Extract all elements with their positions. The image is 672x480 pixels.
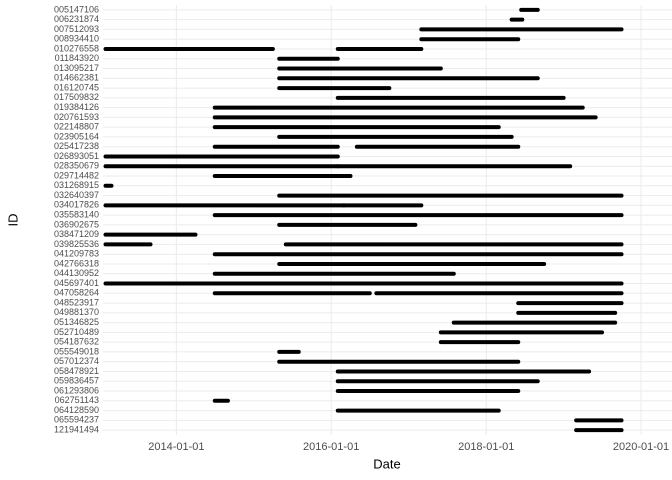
- y-tick-label: 020761593: [54, 112, 99, 122]
- y-tick-label: 065594237: [54, 415, 99, 425]
- y-axis-label: ID: [5, 214, 20, 227]
- y-tick-label: 017509832: [54, 92, 99, 102]
- y-tick-label: 064128590: [54, 405, 99, 415]
- y-tick-label: 051346825: [54, 317, 99, 327]
- y-tick-label: 047058264: [54, 288, 99, 298]
- y-tick-label: 014662381: [54, 73, 99, 83]
- y-tick-label: 049881370: [54, 307, 99, 317]
- y-tick-label: 034017826: [54, 200, 99, 210]
- y-tick-label: 023905164: [54, 131, 99, 141]
- y-tick-label: 035583140: [54, 209, 99, 219]
- y-tick-label: 044130952: [54, 268, 99, 278]
- y-tick-label: 032640397: [54, 190, 99, 200]
- y-tick-label: 057012374: [54, 356, 99, 366]
- y-tick-label: 121941494: [54, 424, 99, 434]
- y-tick-label: 007512093: [54, 24, 99, 34]
- y-tick-label: 028350679: [54, 161, 99, 171]
- y-tick-label: 019384126: [54, 102, 99, 112]
- y-tick-label: 005147106: [54, 4, 99, 14]
- y-tick-label: 059836457: [54, 376, 99, 386]
- y-tick-label: 052710489: [54, 327, 99, 337]
- y-tick-label: 029714482: [54, 170, 99, 180]
- y-tick-label: 026893051: [54, 151, 99, 161]
- y-tick-label: 058478921: [54, 366, 99, 376]
- x-tick-label: 2020-01-01: [613, 441, 669, 453]
- y-tick-label: 061293806: [54, 385, 99, 395]
- y-tick-label: 036902675: [54, 219, 99, 229]
- y-tick-label: 022148807: [54, 122, 99, 132]
- x-tick-label: 2016-01-01: [303, 441, 359, 453]
- x-tick-label: 2018-01-01: [458, 441, 514, 453]
- y-tick-label: 008934410: [54, 34, 99, 44]
- y-tick-label: 055549018: [54, 346, 99, 356]
- y-tick-label: 041209783: [54, 249, 99, 259]
- y-tick-label: 039825536: [54, 239, 99, 249]
- x-tick-label: 2014-01-01: [148, 441, 204, 453]
- y-tick-label: 062751143: [55, 395, 99, 405]
- y-tick-label: 048523917: [54, 297, 99, 307]
- y-tick-label: 054187632: [54, 337, 99, 347]
- y-tick-label: 031268915: [54, 180, 99, 190]
- y-tick-label: 006231874: [54, 14, 99, 24]
- y-tick-label: 038471209: [54, 229, 99, 239]
- y-tick-label: 045697401: [54, 278, 99, 288]
- y-tick-label: 010276558: [54, 43, 99, 53]
- y-tick-label: 011843920: [55, 53, 99, 63]
- y-tick-label: 016120745: [54, 82, 99, 92]
- y-tick-label: 025417238: [54, 141, 99, 151]
- x-axis-label: Date: [373, 456, 400, 471]
- y-tick-label: 042766318: [54, 258, 99, 268]
- y-tick-label: 013095217: [54, 63, 99, 73]
